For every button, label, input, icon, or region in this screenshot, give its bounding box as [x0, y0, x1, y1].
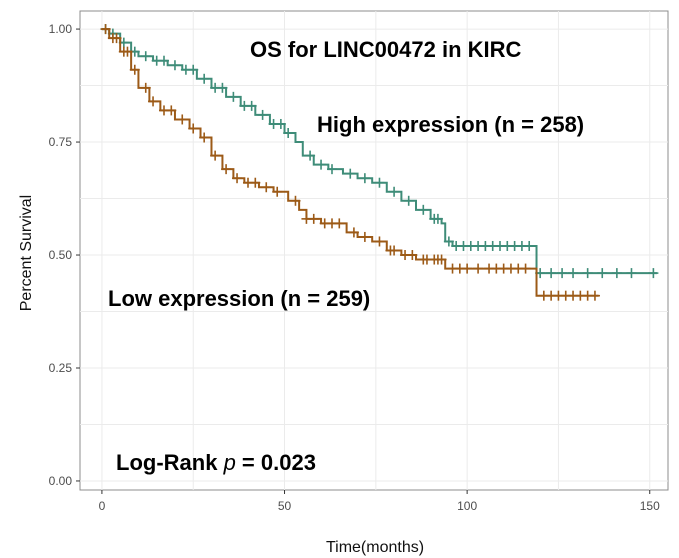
- chart-title-annotation: OS for LINC00472 in KIRC: [250, 37, 522, 62]
- x-tick-label: 150: [640, 499, 660, 513]
- log-rank-p-value: Log-Rank p = 0.023: [116, 450, 316, 475]
- x-tick-label: 0: [99, 499, 106, 513]
- y-axis-title: Percent Survival: [18, 195, 35, 312]
- p-symbol: p: [223, 450, 236, 475]
- grid-lines: [80, 11, 668, 490]
- y-axis-ticks: 0.00 0.25 0.50 0.75 1.00: [49, 22, 80, 488]
- plot-panel: [79, 10, 669, 491]
- y-tick-label: 0.75: [49, 135, 73, 149]
- y-tick-label: 1.00: [49, 22, 73, 36]
- y-tick-label: 0.25: [49, 361, 73, 375]
- high-expression-label: High expression (n = 258): [317, 112, 584, 137]
- low-expression-label: Low expression (n = 259): [108, 286, 370, 311]
- x-tick-label: 100: [457, 499, 477, 513]
- survival-curves: [100, 24, 659, 301]
- y-tick-label: 0.00: [49, 474, 73, 488]
- log-rank-value: = 0.023: [236, 450, 316, 475]
- x-axis-title: Time(months): [326, 539, 424, 556]
- x-axis-ticks: 0 50 100 150: [99, 490, 660, 513]
- x-tick-label: 50: [278, 499, 292, 513]
- y-tick-label: 0.50: [49, 248, 73, 262]
- log-rank-prefix: Log-Rank: [116, 450, 224, 475]
